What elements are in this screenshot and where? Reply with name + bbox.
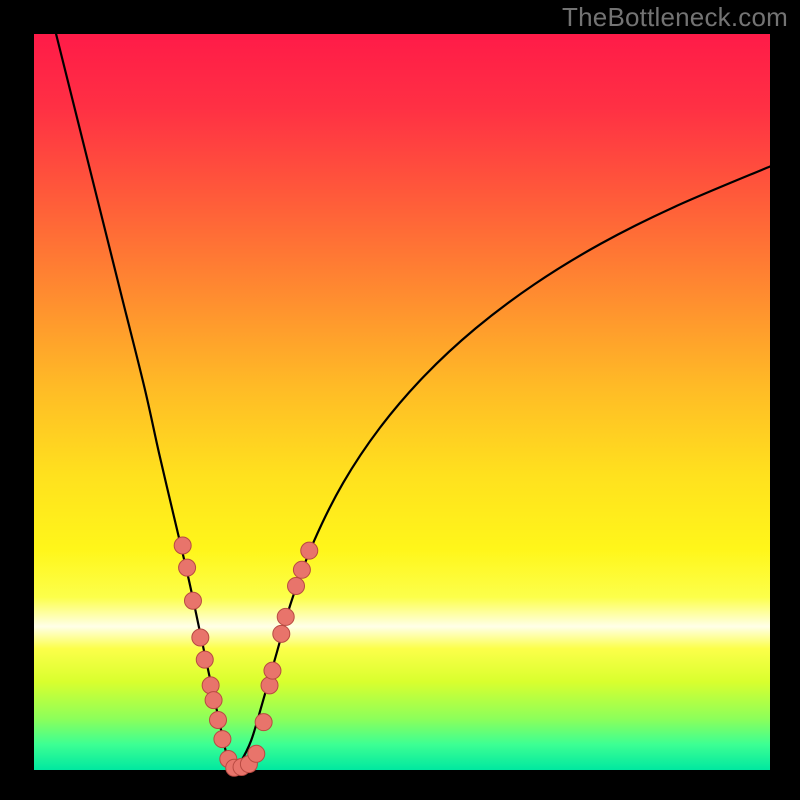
data-marker — [273, 625, 290, 642]
marker-group — [174, 537, 318, 776]
data-marker — [179, 559, 196, 576]
data-marker — [301, 542, 318, 559]
data-marker — [293, 561, 310, 578]
data-marker — [277, 608, 294, 625]
data-marker — [196, 651, 213, 668]
data-marker — [255, 714, 272, 731]
chart-root: TheBottleneck.com — [0, 0, 800, 800]
watermark-text: TheBottleneck.com — [562, 2, 788, 33]
data-marker — [192, 629, 209, 646]
data-marker — [248, 745, 265, 762]
data-marker — [174, 537, 191, 554]
data-marker — [288, 578, 305, 595]
curve-right-branch — [233, 166, 770, 770]
data-marker — [261, 677, 278, 694]
curve-layer — [34, 34, 770, 770]
data-marker — [205, 692, 222, 709]
data-marker — [184, 592, 201, 609]
data-marker — [210, 711, 227, 728]
data-marker — [214, 731, 231, 748]
plot-area — [34, 34, 770, 770]
data-marker — [202, 677, 219, 694]
data-marker — [264, 662, 281, 679]
